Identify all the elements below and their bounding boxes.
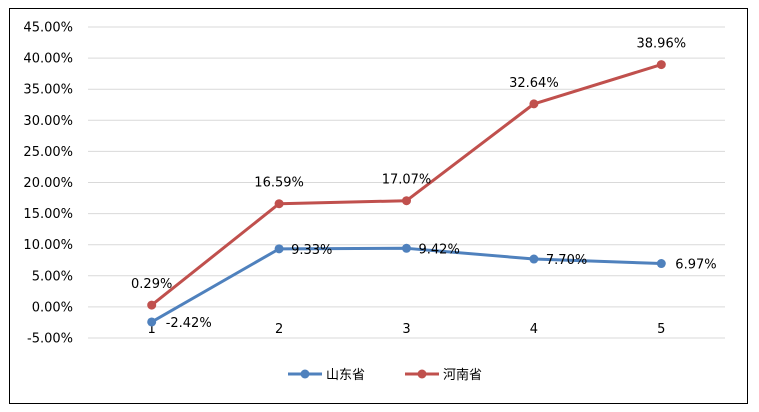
data-point bbox=[529, 254, 539, 264]
data-point bbox=[147, 300, 157, 310]
x-tick-label: 3 bbox=[402, 322, 410, 337]
series-group: -2.42% 9.33% 9.42% 7.70% 6.97% 0.29% 16.59% 17.… bbox=[131, 37, 717, 331]
legend-item: 山东省 bbox=[288, 368, 365, 383]
legend-item: 河南省 bbox=[405, 367, 482, 383]
data-label: 7.70% bbox=[546, 253, 587, 268]
y-tick-label: 45.00% bbox=[23, 21, 73, 36]
data-label: 6.97% bbox=[675, 258, 716, 273]
y-tick-label: 30.00% bbox=[23, 114, 73, 129]
data-point bbox=[274, 199, 284, 209]
data-point bbox=[402, 196, 411, 206]
y-tick-label: 10.00% bbox=[23, 238, 73, 253]
data-label: 38.96% bbox=[637, 37, 687, 52]
data-point bbox=[402, 243, 411, 253]
y-tick-label: 20.00% bbox=[23, 176, 73, 191]
data-point bbox=[147, 317, 157, 327]
legend: 山东省 河南省 bbox=[288, 367, 482, 383]
y-tick-label: 25.00% bbox=[23, 145, 73, 160]
data-point bbox=[656, 60, 666, 70]
x-axis-ticks: 1 2 3 4 5 bbox=[148, 322, 666, 337]
x-tick-label: 4 bbox=[530, 322, 538, 337]
y-axis-ticks: -5.00% 0.00% 5.00% 10.00% 15.00% 20.00% 25.00%… bbox=[23, 21, 73, 347]
y-tick-label: 40.00% bbox=[23, 52, 73, 67]
data-point bbox=[529, 99, 539, 109]
legend-label: 河南省 bbox=[443, 367, 482, 383]
x-tick-label: 2 bbox=[275, 322, 283, 337]
y-tick-label: 5.00% bbox=[32, 269, 73, 284]
x-tick-label: 1 bbox=[148, 322, 156, 337]
data-label: 9.33% bbox=[291, 243, 332, 258]
y-tick-label: -5.00% bbox=[27, 332, 73, 347]
data-label: -2.42% bbox=[166, 316, 212, 331]
data-point bbox=[274, 244, 284, 254]
y-tick-label: 15.00% bbox=[23, 207, 73, 222]
data-label: 16.59% bbox=[254, 176, 304, 191]
gridlines bbox=[88, 26, 725, 339]
y-tick-label: 0.00% bbox=[32, 300, 73, 315]
x-tick-label: 5 bbox=[657, 322, 665, 337]
data-label: 0.29% bbox=[131, 277, 172, 292]
data-point bbox=[656, 259, 666, 269]
legend-marker bbox=[300, 369, 310, 379]
series-1: -2.42% 9.33% 9.42% 7.70% 6.97% bbox=[147, 242, 717, 331]
legend-label: 山东省 bbox=[326, 368, 365, 383]
data-label: 17.07% bbox=[382, 173, 432, 188]
legend-marker bbox=[417, 369, 427, 379]
y-tick-label: 35.00% bbox=[23, 83, 73, 98]
data-label: 32.64% bbox=[509, 76, 559, 91]
data-label: 9.42% bbox=[419, 242, 460, 257]
series-2: 0.29% 16.59% 17.07% 32.64% 38.96% bbox=[131, 37, 686, 310]
